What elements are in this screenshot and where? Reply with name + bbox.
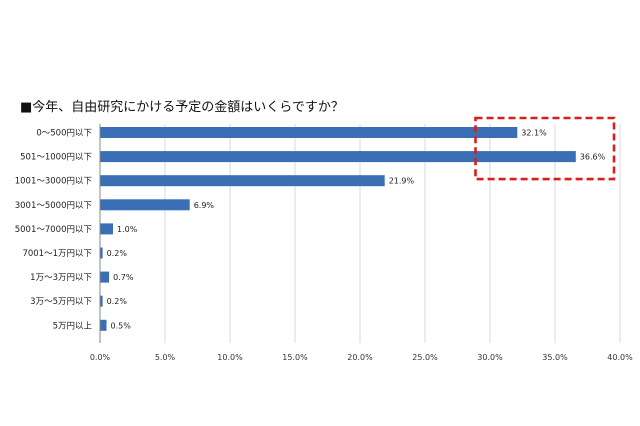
axes: 0.0% 5.0% 10.0% 15.0% 20.0% 25.0% 30.0% 35.0% 40… bbox=[90, 124, 633, 362]
chart-title: ■今年、自由研究にかける予定の金額はいくらですか？ bbox=[20, 99, 344, 115]
category-label: 7001～1万円以下 bbox=[22, 249, 92, 259]
highlight-box bbox=[474, 116, 616, 181]
data-label: 32.1% bbox=[521, 129, 547, 138]
data-label: 0.2% bbox=[107, 297, 128, 306]
bar bbox=[100, 223, 113, 235]
x-tick-label: 40.0% bbox=[607, 353, 633, 362]
category-label: 5万円以上 bbox=[53, 321, 93, 331]
category-label: 1万～3万円以下 bbox=[30, 273, 92, 283]
category-label: 0～500円以下 bbox=[36, 129, 92, 139]
category-label: 3万～5万円以下 bbox=[30, 297, 92, 307]
data-label: 0.7% bbox=[113, 273, 134, 282]
x-tick-label: 15.0% bbox=[282, 353, 308, 362]
category-label: 1001～3000円以下 bbox=[15, 177, 93, 187]
data-label: 6.9% bbox=[194, 201, 215, 210]
x-tick-label: 20.0% bbox=[347, 353, 373, 362]
data-label: 36.6% bbox=[580, 153, 606, 162]
bar bbox=[100, 151, 576, 163]
x-tick-label: 0.0% bbox=[90, 353, 111, 362]
data-label: 0.5% bbox=[111, 321, 132, 330]
x-tick-label: 10.0% bbox=[217, 353, 243, 362]
bar bbox=[100, 271, 110, 283]
bars bbox=[100, 127, 576, 331]
x-tick-label: 30.0% bbox=[477, 353, 503, 362]
data-label: 1.0% bbox=[117, 225, 138, 234]
category-label: 5001～7000円以下 bbox=[15, 225, 93, 235]
data-label: 0.2% bbox=[107, 249, 128, 258]
bar bbox=[100, 127, 518, 138]
bar bbox=[100, 247, 103, 259]
bar bbox=[100, 319, 107, 331]
data-label: 21.9% bbox=[389, 177, 415, 186]
bar bbox=[100, 175, 385, 187]
bar bbox=[100, 199, 190, 211]
bar bbox=[100, 295, 103, 307]
category-label: 3001～5000円以下 bbox=[15, 201, 93, 211]
highlight bbox=[474, 116, 616, 181]
x-tick-label: 5.0% bbox=[155, 353, 176, 362]
category-label: 501～1000円以下 bbox=[20, 153, 92, 163]
x-tick-label: 25.0% bbox=[412, 353, 438, 362]
labels: 0～500円以下 32.1% 501～1000円以下 36.6% 1001～3000円以… bbox=[15, 129, 606, 332]
x-tick-label: 35.0% bbox=[542, 353, 568, 362]
